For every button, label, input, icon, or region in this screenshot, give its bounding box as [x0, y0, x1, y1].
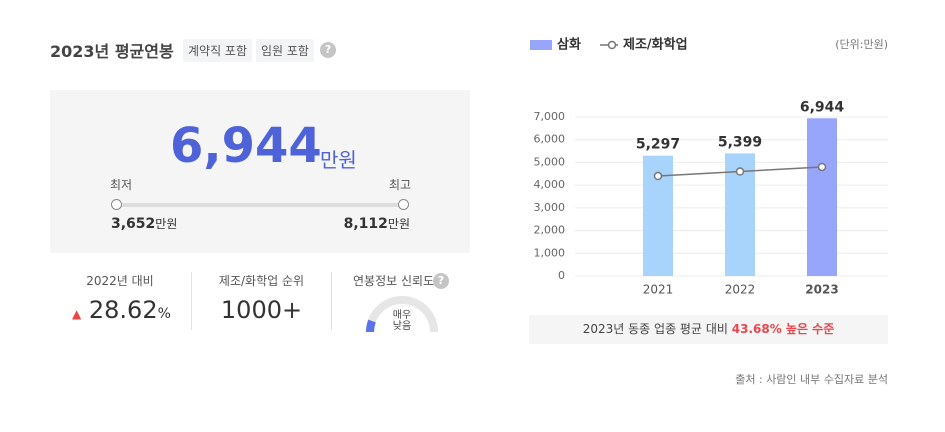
- stat-label: 연봉정보 신뢰도: [353, 274, 435, 288]
- bar: [807, 118, 837, 276]
- y-tick-label: 5,000: [534, 155, 566, 168]
- y-tick-label: 0: [558, 269, 565, 282]
- line-point: [653, 171, 663, 181]
- value-label: 5,399: [718, 134, 762, 150]
- source: 출처 : 사람인 내부 수집자료 분석: [735, 373, 888, 386]
- unit: 만원: [387, 217, 410, 231]
- y-tick-label: 2,000: [534, 224, 566, 237]
- help-icon[interactable]: ?: [320, 42, 336, 58]
- chart: 0 1,000 2,000 3,000 4,000 5,000 6,000 7,000 (단위:…: [530, 37, 888, 297]
- title: 2023년 평균연봉: [50, 42, 174, 61]
- x-tick-label: 2022: [725, 283, 756, 297]
- line-point: [817, 162, 827, 172]
- footnote: 2023년 동종 업종 평균 대비 43.68% 높은 수준: [529, 315, 888, 344]
- divider: [191, 272, 192, 330]
- range-knob: [111, 199, 122, 210]
- y-tick-label: 3,000: [534, 201, 566, 214]
- gauge: [366, 296, 438, 333]
- divider: [331, 272, 332, 330]
- line-point: [735, 167, 745, 176]
- min-label: 최저: [110, 178, 133, 192]
- y-tick-label: 1,000: [534, 246, 566, 259]
- legend-swatch: [607, 40, 617, 50]
- stat-value: 1000+: [220, 296, 303, 324]
- x-tick-label: 2023: [805, 283, 838, 297]
- min: 3,652: [111, 216, 156, 232]
- y-tick-label: 4,000: [534, 178, 566, 191]
- legend-label: 삼화: [557, 37, 581, 53]
- footnote-highlight: 43.68% 높은 수준: [731, 322, 835, 336]
- help-icon[interactable]: ?: [433, 273, 449, 289]
- gauge-fill: [366, 319, 376, 333]
- unit-label: (단위:만원): [835, 38, 888, 51]
- y-tick-label: 7,000: [534, 110, 566, 123]
- gauge-text: 매우 낮음: [392, 310, 412, 332]
- value-label: 6,944: [800, 99, 845, 115]
- stat-label: 2022년 대비: [86, 274, 154, 288]
- unit: 만원: [155, 217, 178, 231]
- footnote-text: 2023년 동종 업종 평균 대비: [582, 322, 728, 336]
- tag: 계약직 포함: [183, 39, 253, 62]
- average-unit: 만원: [320, 148, 357, 172]
- max: 8,112: [343, 216, 388, 232]
- summary-box: [50, 90, 470, 253]
- stat-value: 28.62: [88, 296, 158, 324]
- average: 6,944: [170, 118, 322, 174]
- y-tick-label: 6,000: [534, 133, 566, 146]
- stat-unit: %: [157, 306, 171, 322]
- value-label: 5,297: [636, 137, 680, 153]
- legend-label: 제조/화학업: [623, 37, 688, 53]
- x-tick-label: 2021: [643, 283, 674, 297]
- stat-label: 제조/화학업 순위: [218, 274, 305, 288]
- max-label: 최고: [389, 178, 412, 192]
- tag: 임원 포함: [256, 39, 314, 62]
- legend-swatch: [530, 40, 552, 50]
- range-knob: [398, 199, 409, 210]
- gauge-track: [366, 296, 438, 333]
- range-track: [117, 203, 404, 207]
